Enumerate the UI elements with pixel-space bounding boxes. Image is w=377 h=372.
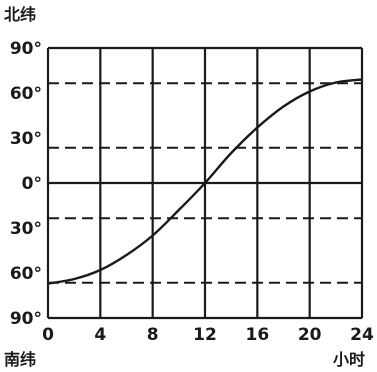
y-tick-label-4: 30° bbox=[10, 219, 42, 239]
x-tick-label-3: 12 bbox=[193, 325, 217, 345]
y-tick-label-1: 60° bbox=[10, 84, 42, 104]
series-line bbox=[47, 78, 363, 285]
x-tick-label-2: 8 bbox=[147, 325, 159, 345]
series-curve bbox=[47, 78, 363, 285]
x-tick-label-1: 4 bbox=[94, 325, 106, 345]
y-tick-label-3: 0° bbox=[22, 174, 42, 194]
y-tick-label-6: 90° bbox=[10, 309, 42, 329]
x-tick-label-6: 24 bbox=[350, 325, 374, 345]
y-top-label: 北纬 bbox=[4, 5, 36, 24]
x-tick-label-4: 16 bbox=[245, 325, 269, 345]
dashed-lines bbox=[48, 82, 362, 284]
y-bottom-label: 南纬 bbox=[4, 350, 36, 369]
x-tick-label-0: 0 bbox=[42, 325, 54, 345]
y-tick-label-2: 30° bbox=[10, 129, 42, 149]
x-axis-label: 小时 bbox=[333, 350, 365, 369]
y-tick-label-0: 90° bbox=[10, 39, 42, 59]
y-tick-label-5: 60° bbox=[10, 264, 42, 284]
x-tick-label-5: 20 bbox=[298, 325, 322, 345]
tick-labels: 90°60°30°0°30°60°90°0 4 8 12 16 20 24 bbox=[10, 39, 374, 345]
